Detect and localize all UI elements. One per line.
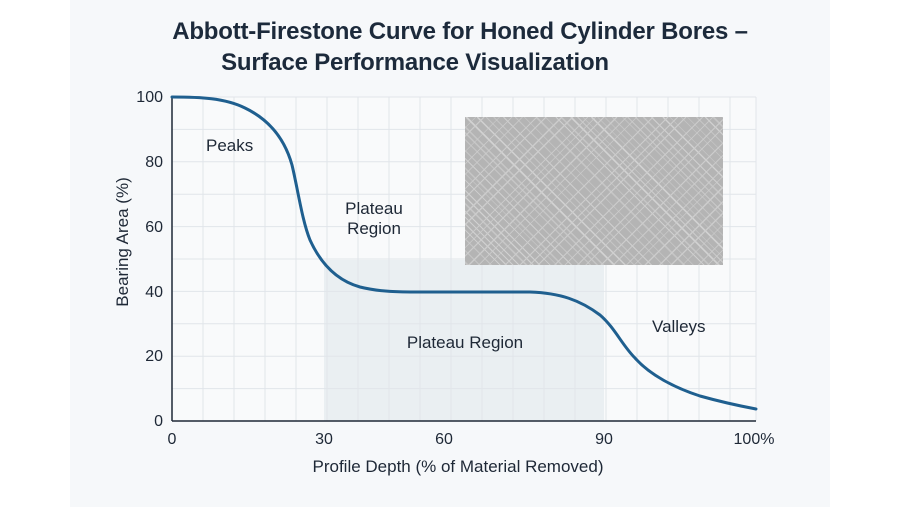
x-axis-title: Profile Depth (% of Material Removed): [312, 457, 603, 476]
chart-title: Abbott-Firestone Curve for Honed Cylinde…: [0, 16, 900, 78]
chart-title-line-2: Surface Performance Visualization: [221, 49, 609, 76]
y-tick-60: 60: [145, 219, 163, 236]
x-tick-90: 90: [595, 431, 613, 448]
bearing-area-curve: [170, 95, 758, 411]
x-tick-60: 60: [435, 431, 453, 448]
plateau-shaded-region: [324, 260, 604, 421]
y-axis-title: Bearing Area (%): [113, 177, 132, 306]
x-tick-30: 30: [315, 431, 333, 448]
annotation-plateau-upper-line-1: Plateau: [345, 199, 403, 218]
y-tick-0: 0: [154, 413, 163, 430]
annotation-peaks: Peaks: [206, 136, 253, 155]
y-tick-40: 40: [145, 284, 163, 301]
annotation-valleys: Valleys: [652, 317, 706, 336]
chart-title-line-1: Abbott-Firestone Curve for Honed Cylinde…: [172, 18, 748, 45]
y-tick-20: 20: [145, 348, 163, 365]
x-tick-100: 100%: [734, 431, 775, 448]
y-tick-80: 80: [145, 154, 163, 171]
annotation-plateau-upper-line-2: Region: [347, 219, 401, 238]
annotation-plateau-region: Plateau Region: [407, 333, 523, 352]
x-tick-0: 0: [168, 431, 177, 448]
y-tick-100: 100: [136, 89, 163, 106]
honed-surface-texture-image: [465, 117, 723, 265]
